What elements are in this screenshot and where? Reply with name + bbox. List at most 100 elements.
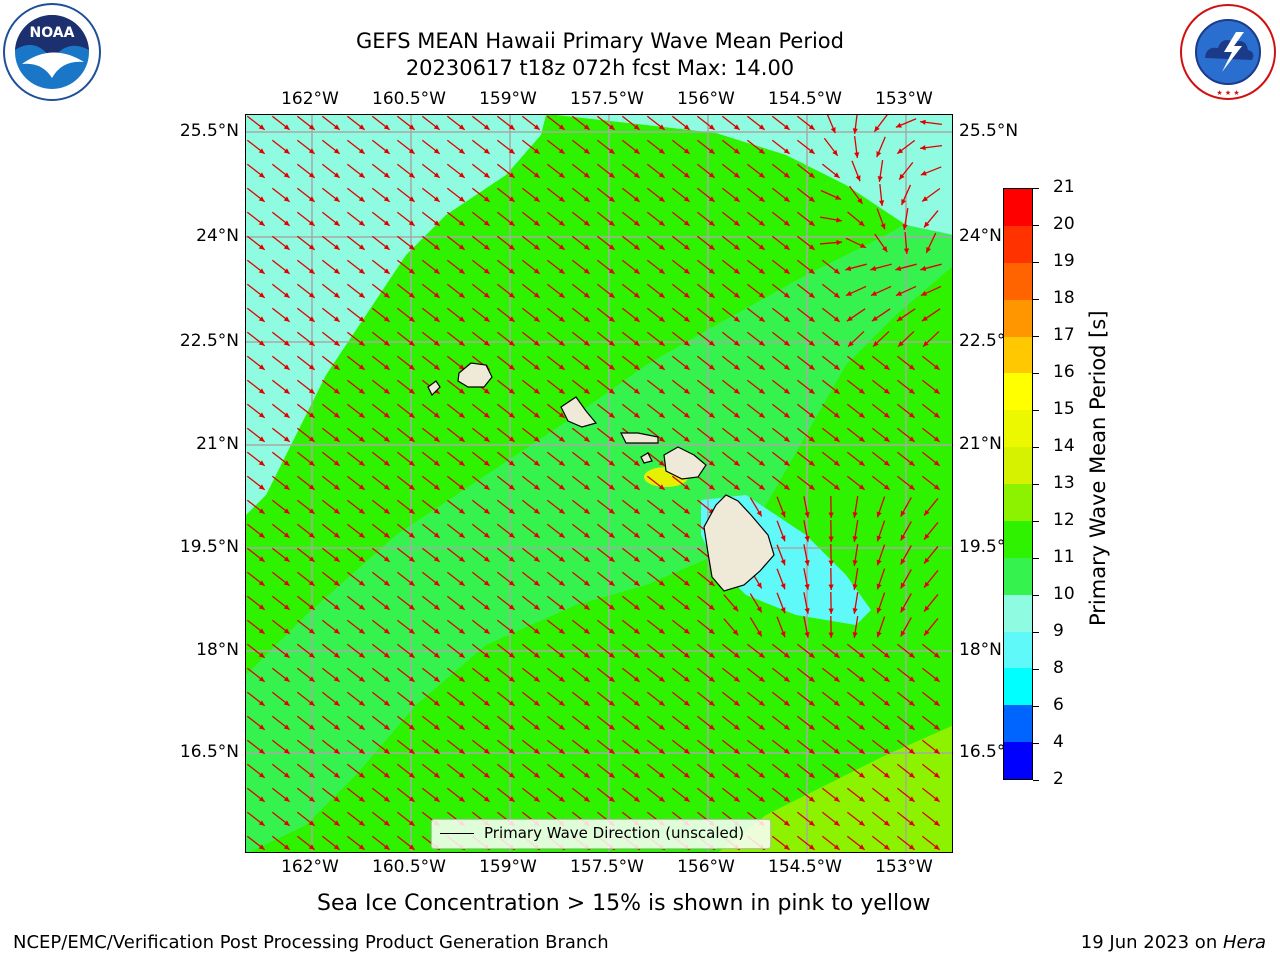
- colorbar-tick-mark: [1033, 632, 1039, 633]
- wave-arrow: [396, 787, 416, 803]
- oahu-island: [560, 396, 598, 428]
- wave-arrow: [746, 139, 766, 155]
- wave-arrow: [396, 451, 416, 467]
- wave-arrow: [446, 739, 466, 755]
- wave-arrow: [671, 667, 691, 683]
- wave-arrow: [900, 545, 912, 565]
- wave-arrow: [296, 427, 316, 443]
- wave-arrow: [546, 667, 566, 683]
- lon-tick-bottom: 157.5°W: [570, 857, 644, 877]
- wave-arrow: [746, 427, 766, 443]
- wave-arrow: [371, 427, 391, 443]
- wave-arrow: [496, 139, 516, 155]
- wave-arrow: [271, 187, 291, 203]
- wave-arrow: [821, 667, 841, 683]
- wave-arrow: [803, 496, 810, 518]
- wave-arrow: [646, 739, 666, 755]
- wave-arrow: [346, 163, 366, 179]
- wave-arrow: [346, 307, 366, 323]
- wave-arrow: [546, 235, 566, 251]
- wave-arrow: [671, 571, 691, 587]
- wave-arrow: [771, 235, 791, 251]
- wave-arrow: [271, 595, 291, 611]
- wave-arrow: [471, 475, 491, 491]
- wave-arrow: [496, 115, 516, 131]
- wave-arrow: [321, 595, 341, 611]
- wave-arrow: [821, 475, 841, 491]
- lon-tick-bottom: 154.5°W: [768, 857, 842, 877]
- wave-arrow: [421, 763, 441, 779]
- wave-arrow: [446, 571, 466, 587]
- wave-arrow: [852, 592, 859, 614]
- wave-arrow: [546, 115, 566, 131]
- wave-arrow: [471, 451, 491, 467]
- wave-arrow: [471, 163, 491, 179]
- wave-arrow: [571, 379, 591, 395]
- wave-arrow: [796, 115, 816, 131]
- wave-arrow: [896, 403, 916, 419]
- wave-arrow: [646, 283, 666, 299]
- wave-arrow: [371, 547, 391, 563]
- wave-arrow: [496, 307, 516, 323]
- lon-tick-bottom: 153°W: [875, 857, 933, 877]
- niihau-island: [427, 380, 441, 397]
- wave-arrow: [895, 285, 917, 297]
- wave-arrow: [845, 263, 867, 271]
- lanai-island: [640, 452, 653, 464]
- wave-arrow: [246, 187, 266, 203]
- wave-arrow: [396, 811, 416, 827]
- wave-arrow: [446, 643, 466, 659]
- wave-arrow: [521, 499, 541, 515]
- wave-arrow: [671, 211, 691, 227]
- wave-arrow: [696, 403, 716, 419]
- wave-arrow: [371, 739, 391, 755]
- wave-arrow: [446, 787, 466, 803]
- wave-arrow: [346, 595, 366, 611]
- wave-arrow: [396, 307, 416, 323]
- wave-arrow: [596, 643, 616, 659]
- wave-arrow: [796, 379, 816, 395]
- wave-arrow: [895, 118, 917, 128]
- wave-arrow: [721, 259, 741, 275]
- wave-arrow: [246, 739, 266, 755]
- wave-arrow: [396, 427, 416, 443]
- wave-arrow: [896, 308, 916, 322]
- wave-arrow: [671, 787, 691, 803]
- wave-arrow: [696, 475, 716, 491]
- wave-arrow: [746, 283, 766, 299]
- wave-arrow: [771, 259, 791, 275]
- wave-arrow: [521, 571, 541, 587]
- wave-arrow: [796, 403, 816, 419]
- wave-arrow: [921, 715, 941, 731]
- colorbar-tick-label: 14: [1053, 436, 1075, 456]
- wave-arrow: [671, 259, 691, 275]
- wave-arrow: [346, 571, 366, 587]
- wave-arrow: [920, 119, 942, 126]
- wave-arrow: [721, 643, 741, 659]
- wave-arrow: [321, 811, 341, 827]
- wave-arrow: [771, 283, 791, 299]
- wave-arrow: [471, 763, 491, 779]
- wave-arrow: [296, 691, 316, 707]
- wave-arrow: [746, 691, 766, 707]
- wave-arrow: [271, 235, 291, 251]
- wave-arrow: [546, 475, 566, 491]
- wave-arrow: [771, 715, 791, 731]
- wave-arrow: [421, 283, 441, 299]
- wave-arrow: [521, 475, 541, 491]
- wave-arrow: [496, 739, 516, 755]
- wave-arrow: [246, 595, 266, 611]
- wave-arrow: [621, 139, 641, 155]
- wave-arrow: [296, 595, 316, 611]
- wave-arrow: [321, 211, 341, 227]
- wave-arrow: [571, 739, 591, 755]
- wave-arrow: [471, 427, 491, 443]
- wave-arrow: [771, 763, 791, 779]
- wave-arrow: [546, 499, 566, 515]
- wave-arrow: [296, 523, 316, 539]
- wave-arrow: [246, 499, 266, 515]
- period-field-10-11: [246, 196, 952, 852]
- colorbar-tick-mark: [1033, 743, 1039, 744]
- wave-arrow: [646, 355, 666, 371]
- wave-arrow: [696, 235, 716, 251]
